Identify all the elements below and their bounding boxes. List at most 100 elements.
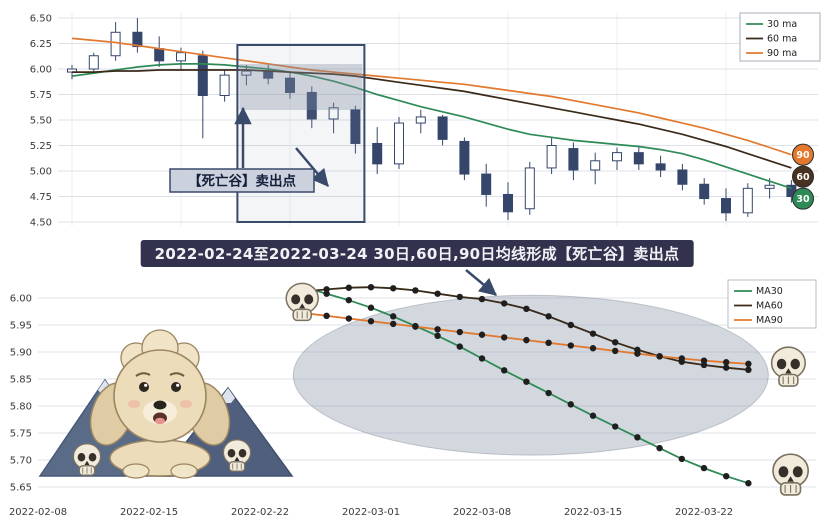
legend-label-ma30: 30 ma [767, 19, 797, 30]
title-banner: 2022-02-24至2022-03-24 30日,60日,90日均线形成【死亡… [140, 240, 694, 267]
data-point [501, 334, 508, 341]
y-axis-tick: 5.75 [30, 90, 52, 101]
y-axis-tick: 4.50 [30, 218, 52, 229]
y-axis-tick: 5.25 [30, 141, 52, 152]
dog-eye [139, 382, 149, 392]
candle-body [699, 183, 710, 200]
data-point [367, 304, 375, 311]
candle-body [372, 142, 383, 165]
data-point [345, 315, 352, 322]
candle-body [612, 152, 622, 162]
crossover-shade [239, 64, 363, 110]
moving-average-lines [71, 37, 792, 190]
data-point [434, 290, 441, 297]
legend: 30 ma 60 ma 90 ma [739, 12, 821, 62]
candle-body [110, 31, 121, 57]
skull-use [772, 347, 806, 386]
data-point [589, 330, 597, 337]
data-point [589, 412, 597, 419]
y-axis-tick: 5.70 [10, 456, 32, 467]
data-point [390, 320, 397, 328]
y-axis-tick: 5.50 [30, 116, 52, 127]
ma-badges: 90 60 30 [792, 143, 814, 210]
candle-body [524, 167, 535, 210]
data-point [434, 332, 441, 339]
data-point [323, 312, 330, 320]
sell-point-label: 【死亡谷】卖出点 [188, 173, 296, 190]
candle-body [546, 145, 557, 169]
dog-illustration [38, 329, 294, 479]
ma-line-ma90 [71, 37, 792, 156]
candle-body [721, 198, 731, 214]
data-point [612, 423, 619, 430]
candle-body [306, 91, 317, 120]
dog-muzzle [143, 400, 177, 424]
ma-badge-30 [792, 187, 814, 210]
data-point [367, 318, 375, 325]
data-point [545, 313, 552, 320]
candle-body [764, 184, 775, 189]
dog-blush [128, 400, 140, 408]
ma-dots [301, 284, 752, 487]
ma-badge-text: 90 [796, 150, 810, 161]
data-point [456, 328, 463, 336]
highlight-ellipse [292, 294, 769, 456]
data-point [656, 444, 663, 452]
dog-blush [180, 400, 192, 408]
candle-body [154, 48, 165, 62]
data-point [390, 313, 397, 320]
data-point [478, 295, 486, 303]
data-point [723, 364, 730, 371]
dog-paw [122, 463, 150, 479]
skull-icon [773, 454, 808, 495]
data-point [367, 284, 375, 291]
x-axis-tick: 2022-03-01 [342, 507, 400, 518]
ma-line-ma30 [71, 63, 792, 190]
candle-body [328, 107, 339, 120]
candle-body [285, 77, 295, 93]
legend-label-ma90: 90 ma [767, 48, 797, 59]
candle-body [132, 31, 143, 48]
x-axis-tick: 2022-02-08 [9, 507, 67, 518]
data-point [567, 342, 574, 349]
candle-body [415, 116, 426, 124]
ma-badge-text: 30 [796, 194, 810, 205]
dog-paw [170, 463, 198, 479]
y-axis-tick: 4.75 [30, 192, 52, 203]
snow-cap [221, 388, 235, 403]
candle-body [503, 193, 513, 213]
dog-tongue [155, 417, 165, 425]
data-point [700, 464, 708, 472]
data-point [678, 455, 685, 463]
ma-badge-90 [792, 143, 814, 166]
data-point [412, 323, 419, 330]
candle-body [590, 160, 601, 171]
data-point [745, 480, 752, 487]
sell-point-label-box [169, 168, 315, 193]
candlestick-chart: 6.50 6.25 6.00 5.75 5.50 5.25 5.00 4.75 4.50 【死亡谷… [30, 12, 821, 229]
candle-body [241, 70, 252, 76]
y-axis-tick: 5.85 [10, 375, 32, 386]
candle-body [742, 187, 753, 214]
ma-line-ma60 [72, 69, 792, 169]
data-point [545, 389, 552, 397]
x-axis-tick: 2022-02-15 [120, 507, 178, 518]
candle-body [481, 173, 492, 195]
data-point [634, 350, 641, 357]
y-axis-tick: 5.75 [10, 429, 32, 440]
data-point [434, 326, 441, 333]
y-axis-tick: 5.90 [10, 348, 32, 359]
candle-body [459, 140, 470, 175]
y-axis-tick: 5.00 [30, 167, 52, 178]
data-point [745, 360, 752, 368]
candle-body [677, 169, 688, 185]
data-point [700, 357, 708, 364]
dog-eyebrow [135, 372, 151, 377]
legend-label-ma60: 60 ma [767, 34, 797, 45]
data-point [456, 293, 463, 301]
eye-glint [144, 383, 148, 387]
data-point [612, 339, 619, 346]
y-axis-tick: 6.50 [30, 14, 52, 25]
candle-body [197, 55, 208, 97]
candle-body [88, 55, 99, 70]
